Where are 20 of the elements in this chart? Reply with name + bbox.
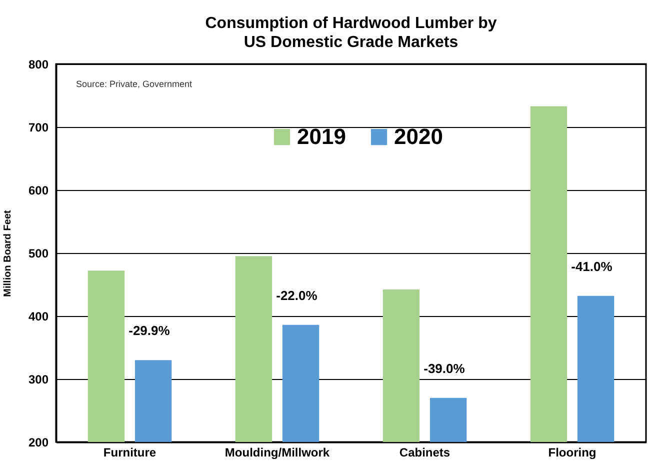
annotation: -41.0% xyxy=(571,258,613,274)
annotation: -39.0% xyxy=(424,360,466,376)
y-tick-label: 600 xyxy=(28,184,49,198)
x-tick-label: Cabinets xyxy=(399,446,450,460)
y-tick-label: 800 xyxy=(28,58,49,72)
y-tick-label: 200 xyxy=(28,436,49,450)
legend-label: 2019 xyxy=(297,124,346,149)
x-tick-label: Flooring xyxy=(548,446,596,460)
x-tick-label: Furniture xyxy=(103,446,156,460)
y-tick-label: 400 xyxy=(28,310,49,324)
annotation: -22.0% xyxy=(276,288,318,303)
y-tick-label: 500 xyxy=(28,246,49,260)
y-tick-label: 300 xyxy=(28,372,49,386)
chart-title: Consumption of Hardwood Lumber by US Domestic Grade Markets xyxy=(205,15,497,51)
annotation: Source: Private, Government xyxy=(76,79,193,89)
y-axis-title: Million Board Feet xyxy=(2,209,14,297)
legend-label: 2020 xyxy=(394,124,443,149)
annotation: -29.9% xyxy=(128,323,170,338)
x-tick-label: Moulding/Millwork xyxy=(224,446,330,460)
y-tick-label: 700 xyxy=(28,120,49,134)
